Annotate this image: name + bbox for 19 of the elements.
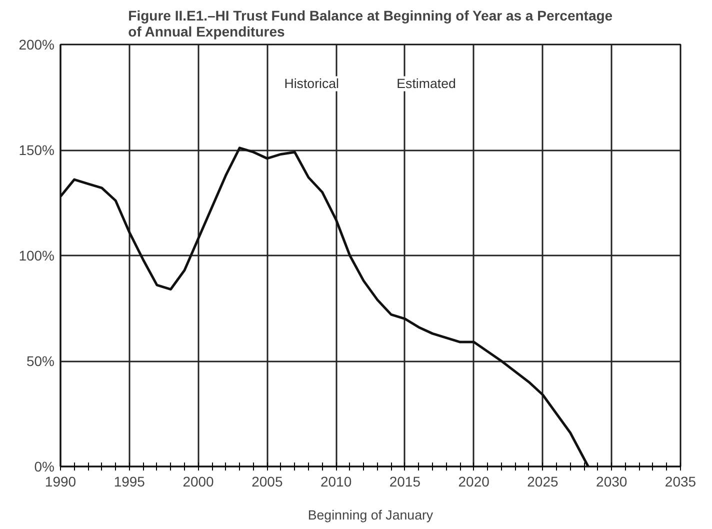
y-tick-label: 200% xyxy=(18,36,55,52)
y-tick-label: 0% xyxy=(34,458,54,474)
chart-title: Figure II.E1.–HI Trust Fund Balance at Beginning of Year as a Percentage of Annual Expenditures xyxy=(128,8,613,40)
annotation: Estimated xyxy=(396,76,456,92)
x-tick-label: 2010 xyxy=(320,474,352,490)
x-tick-label: 2030 xyxy=(596,474,628,490)
y-tick-label: 150% xyxy=(18,142,55,158)
annotation: Historical xyxy=(284,76,340,92)
x-tick-label: 2020 xyxy=(458,474,490,490)
y-tick-label: 50% xyxy=(26,353,55,369)
x-tick-label: 2025 xyxy=(527,474,559,490)
x-axis-title: Beginning of January xyxy=(308,508,434,522)
x-tick-label: 1995 xyxy=(114,474,146,490)
x-tick-label: 2000 xyxy=(182,474,214,490)
x-tick-label: 2005 xyxy=(252,474,283,490)
x-tick-label: 2035 xyxy=(664,474,696,490)
x-tick-label: 1990 xyxy=(44,474,76,490)
y-tick-label: 100% xyxy=(18,248,55,264)
x-tick-label: 2015 xyxy=(389,474,421,490)
